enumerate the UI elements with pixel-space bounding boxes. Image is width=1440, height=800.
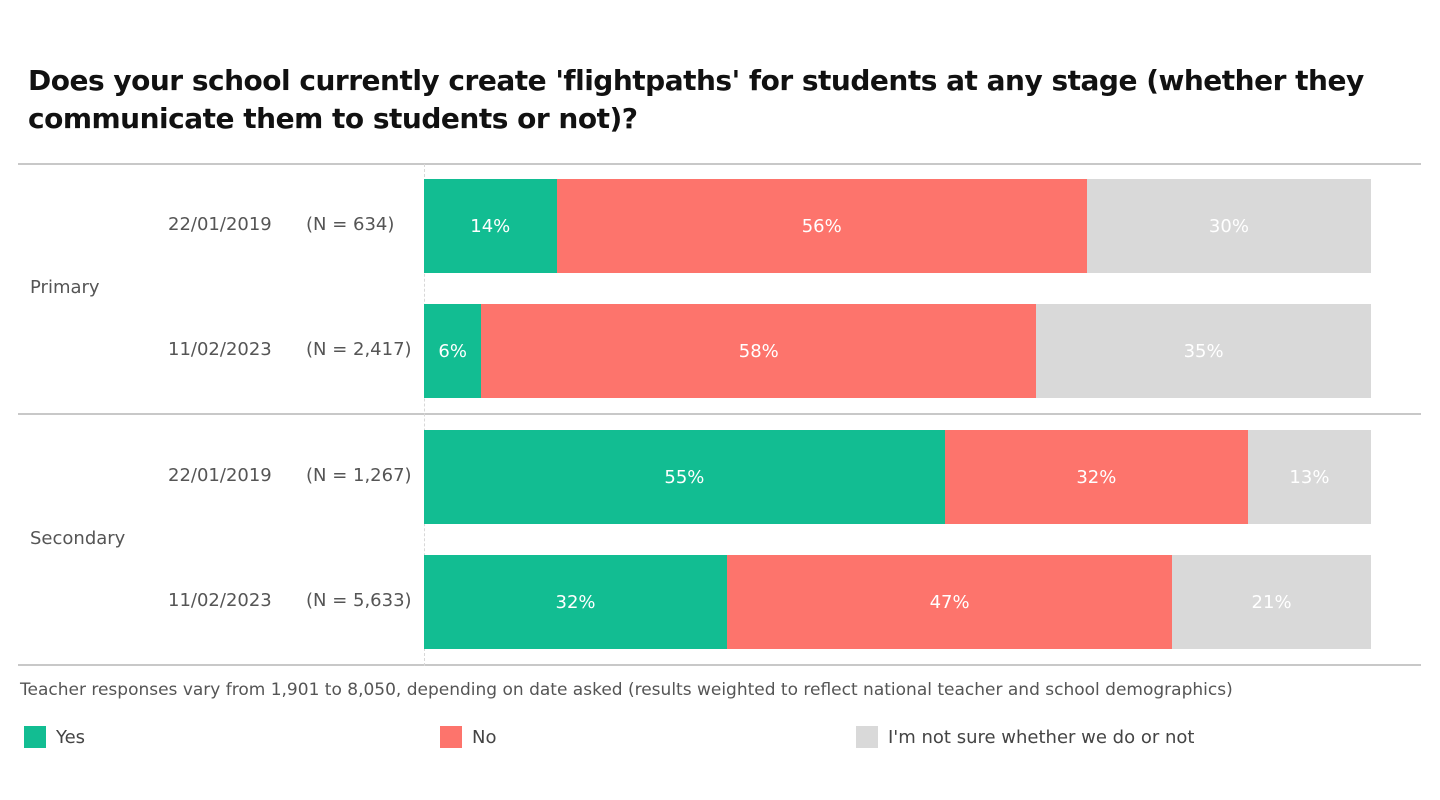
bar-segment: 6% <box>424 304 482 398</box>
legend-label: No <box>472 726 497 748</box>
bar-segment: 21% <box>1172 555 1371 649</box>
footnote: Teacher responses vary from 1,901 to 8,0… <box>20 680 1233 700</box>
row-date-label: 22/01/2019 <box>168 465 272 486</box>
bar-segment: 13% <box>1247 430 1371 524</box>
divider-bottom <box>18 664 1421 666</box>
bar-segment: 14% <box>424 179 557 273</box>
group-label: Secondary <box>30 528 126 549</box>
row-n-label: (N = 5,633) <box>306 590 412 611</box>
group-label: Primary <box>30 277 100 298</box>
divider-top <box>18 163 1421 165</box>
bar-segment: 35% <box>1036 304 1371 398</box>
bar-segment: 56% <box>556 179 1087 273</box>
legend-swatch <box>24 726 46 748</box>
legend-item: I'm not sure whether we do or not <box>856 726 1194 748</box>
bar-segment: 55% <box>424 430 945 524</box>
row-date-label: 22/01/2019 <box>168 214 272 235</box>
legend-swatch <box>440 726 462 748</box>
row-n-label: (N = 1,267) <box>306 465 412 486</box>
bar-segment: 32% <box>424 555 728 649</box>
row-n-label: (N = 634) <box>306 214 395 235</box>
legend-item: No <box>440 726 496 748</box>
row-date-label: 11/02/2023 <box>168 339 272 360</box>
chart-title: Does your school currently create 'fligh… <box>28 64 1364 135</box>
row-date-label: 11/02/2023 <box>168 590 272 611</box>
legend-swatch <box>856 726 878 748</box>
divider-middle <box>18 413 1421 415</box>
bar-segment: 58% <box>481 304 1037 398</box>
legend-label: Yes <box>56 726 86 748</box>
bar-segment: 32% <box>944 430 1248 524</box>
bar-segment: 47% <box>727 555 1173 649</box>
legend-label: I'm not sure whether we do or not <box>888 726 1195 748</box>
legend-item: Yes <box>24 726 85 748</box>
bar-segment: 30% <box>1086 179 1371 273</box>
axis-baseline <box>424 164 425 666</box>
row-n-label: (N = 2,417) <box>306 339 412 360</box>
